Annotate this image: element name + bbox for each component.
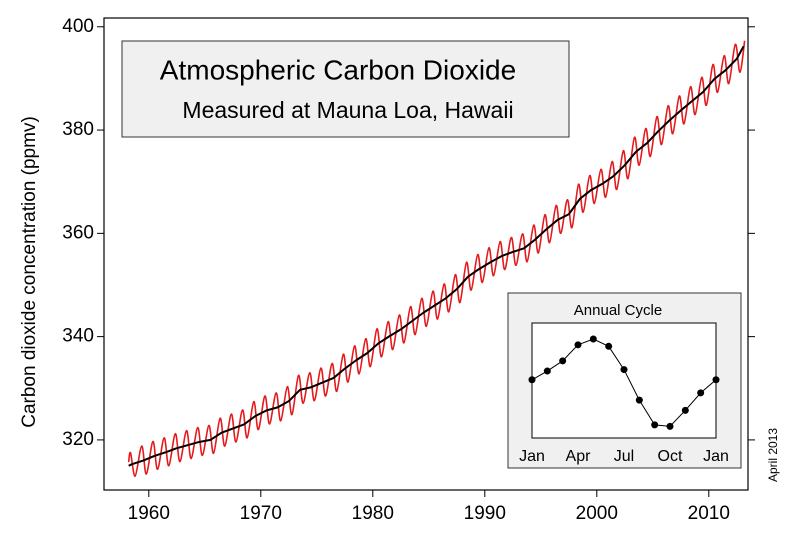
inset-title: Annual Cycle bbox=[574, 302, 662, 319]
x-tick-label: 2000 bbox=[576, 503, 618, 524]
inset-x-label: Jan bbox=[519, 448, 545, 465]
plot-area: 1960 1970 1980 1990 2000 2010 320 340 360 380 400 bbox=[62, 16, 755, 524]
inset-x-label: Jan bbox=[703, 448, 729, 465]
inset-x-label: Oct bbox=[658, 448, 683, 465]
y-axis-label: Carbon dioxide concentration (ppmv) bbox=[19, 116, 40, 428]
x-tick-label: 1960 bbox=[128, 503, 170, 524]
data-line bbox=[128, 45, 745, 467]
inset-area: Jan Apr Jul Oct Jan bbox=[519, 335, 729, 465]
inset-marker bbox=[697, 389, 705, 397]
inset-marker bbox=[605, 342, 613, 350]
inset-marker bbox=[666, 422, 674, 430]
inset-marker bbox=[543, 367, 551, 375]
inset-marker bbox=[589, 335, 597, 343]
y-tick-label: 340 bbox=[62, 326, 94, 347]
inset-marker bbox=[635, 396, 643, 404]
inset-x-label: Apr bbox=[566, 448, 592, 465]
inset-marker bbox=[681, 406, 689, 414]
x-tick-label: 1970 bbox=[240, 503, 282, 524]
annotation: April 2013 bbox=[766, 428, 780, 482]
inset-marker bbox=[712, 376, 720, 384]
inset-plot bbox=[531, 322, 717, 439]
inset-marker bbox=[651, 421, 659, 429]
plot-frame bbox=[103, 17, 749, 491]
inset-marker bbox=[559, 357, 567, 365]
y-tick-label: 360 bbox=[62, 222, 94, 243]
y-tick-label: 400 bbox=[62, 16, 94, 37]
inset-marker bbox=[620, 366, 628, 374]
chart-subtitle: Measured at Mauna Loa, Hawaii bbox=[182, 97, 513, 123]
chart-title: Atmospheric Carbon Dioxide bbox=[160, 54, 516, 85]
title-box bbox=[121, 40, 570, 138]
inset-marker bbox=[574, 341, 582, 349]
x-tick-label: 2010 bbox=[688, 503, 730, 524]
y-tick-label: 380 bbox=[62, 119, 94, 140]
x-tick-label: 1990 bbox=[464, 503, 506, 524]
y-tick-label: 320 bbox=[62, 429, 94, 450]
inset-marker bbox=[528, 376, 536, 384]
inset-x-label: Jul bbox=[614, 448, 634, 465]
x-tick-label: 1980 bbox=[352, 503, 394, 524]
